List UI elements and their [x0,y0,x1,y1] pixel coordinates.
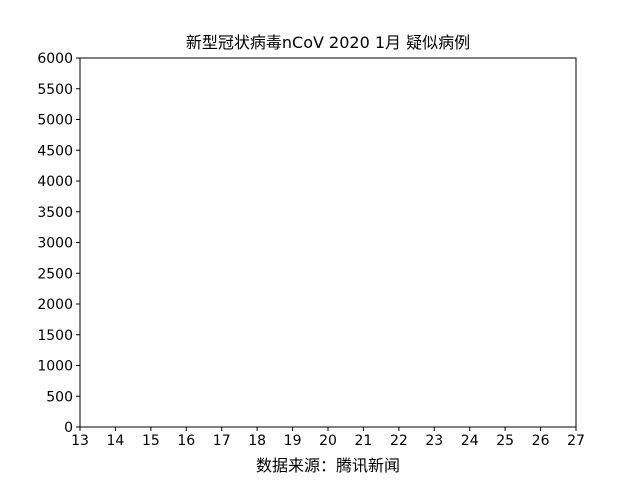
x-tick-label: 14 [107,433,125,449]
y-tick-label: 2000 [37,297,73,313]
x-tick-label: 19 [284,433,302,449]
x-tick-label: 18 [248,433,266,449]
y-axis: 0 500 1000 1500 2000 2500 3000 3500 4000 4500 5000… [37,51,80,436]
x-tick-label: 13 [71,433,89,449]
x-tick-label: 24 [461,433,479,449]
x-axis: 13 14 15 16 17 18 19 20 21 22 23 24 25 26 27 [71,427,585,449]
x-tick-label: 21 [355,433,373,449]
y-tick-label: 3000 [37,236,73,252]
y-tick-label: 0 [64,420,73,436]
x-tick-label: 16 [177,433,195,449]
x-tick-label: 17 [213,433,231,449]
y-tick-label: 500 [46,389,73,405]
y-tick-label: 6000 [37,51,73,67]
x-tick-label: 15 [142,433,160,449]
x-tick-label: 26 [532,433,550,449]
y-tick-label: 4000 [37,174,73,190]
y-tick-label: 1500 [37,328,73,344]
plot-area [79,57,577,428]
x-tick-label: 20 [319,433,337,449]
x-tick-label: 27 [567,433,585,449]
x-tick-label: 23 [425,433,443,449]
x-tick-label: 22 [390,433,408,449]
y-tick-label: 5000 [37,113,73,129]
y-tick-label: 2500 [37,266,73,282]
x-axis-label: 数据来源：腾讯新闻 [256,456,400,475]
y-tick-label: 4500 [37,143,73,159]
y-tick-label: 3500 [37,205,73,221]
y-tick-label: 1000 [37,359,73,375]
x-tick-label: 25 [496,433,514,449]
chart-title: 新型冠状病毒nCoV 2020 1月 疑似病例 [186,33,470,52]
y-tick-label: 5500 [37,82,73,98]
